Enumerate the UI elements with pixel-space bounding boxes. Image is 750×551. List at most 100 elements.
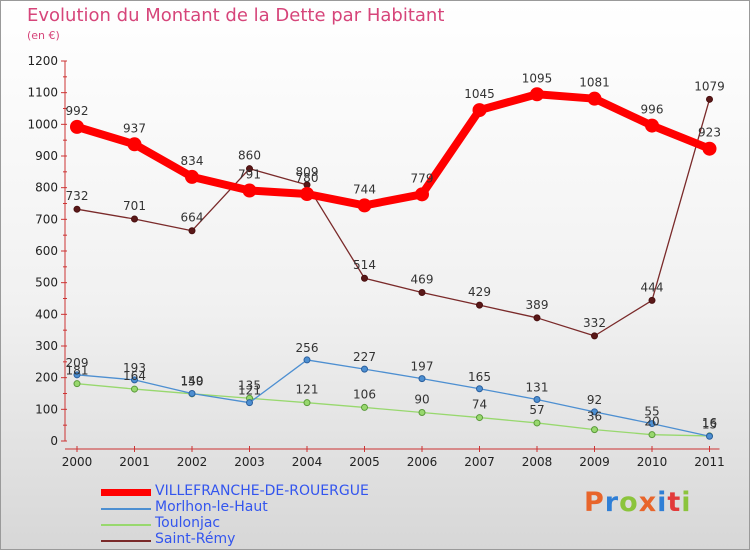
data-point bbox=[530, 87, 544, 102]
data-label: 834 bbox=[181, 154, 204, 168]
x-tick-label: 2003 bbox=[234, 455, 265, 469]
data-label: 149 bbox=[181, 374, 204, 388]
data-point bbox=[300, 187, 314, 201]
legend-swatch-toulonjac bbox=[101, 524, 151, 526]
data-point bbox=[706, 432, 713, 440]
data-label: 701 bbox=[123, 199, 146, 213]
data-point bbox=[591, 408, 598, 416]
data-point bbox=[73, 205, 81, 213]
series-line bbox=[76, 383, 710, 437]
x-tick-label: 2006 bbox=[407, 455, 438, 469]
data-point bbox=[706, 95, 713, 103]
data-point bbox=[591, 332, 598, 340]
data-label: 389 bbox=[526, 298, 549, 312]
data-label: 1079 bbox=[694, 79, 725, 93]
legend-swatch-morlhon bbox=[101, 508, 151, 510]
data-point bbox=[246, 399, 253, 407]
data-point bbox=[418, 409, 426, 416]
x-tick-label: 2009 bbox=[579, 455, 610, 469]
data-label: 664 bbox=[181, 211, 204, 225]
data-point bbox=[70, 119, 84, 134]
y-tick-label: 100 bbox=[35, 402, 58, 416]
logo-letter: x bbox=[638, 487, 658, 518]
data-point bbox=[131, 215, 138, 223]
data-label: 20 bbox=[644, 415, 659, 429]
data-label: 106 bbox=[353, 387, 376, 401]
data-label: 92 bbox=[587, 393, 602, 407]
x-tick-label: 2002 bbox=[177, 455, 208, 469]
data-label: 937 bbox=[123, 121, 146, 135]
data-label: 256 bbox=[296, 341, 319, 355]
data-point bbox=[648, 431, 656, 439]
x-tick-label: 2010 bbox=[637, 455, 668, 469]
axes: 0 100 200 300 400 500 600 700 800 900 1000 1100 1200… bbox=[27, 54, 724, 469]
chart-subtitle: (en €) bbox=[27, 29, 60, 42]
data-point bbox=[472, 103, 487, 118]
data-point bbox=[73, 371, 81, 379]
y-tick-label: 800 bbox=[35, 181, 58, 195]
y-tick-label: 900 bbox=[35, 149, 58, 163]
data-label: 469 bbox=[411, 272, 434, 286]
data-label: 121 bbox=[238, 384, 261, 398]
legend-swatch-saint-remy bbox=[101, 540, 151, 542]
data-point bbox=[648, 420, 656, 428]
series-0 bbox=[70, 87, 717, 213]
data-point bbox=[361, 365, 368, 373]
data-label: 181 bbox=[66, 364, 89, 378]
data-point bbox=[361, 274, 368, 282]
data-point bbox=[418, 375, 426, 383]
data-label: 780 bbox=[296, 171, 319, 185]
data-point bbox=[533, 314, 541, 322]
y-tick-label: 500 bbox=[35, 276, 58, 290]
proxiti-logo: Proxiti bbox=[584, 487, 692, 518]
data-point bbox=[131, 376, 138, 384]
data-point bbox=[357, 198, 372, 213]
series-line bbox=[76, 99, 711, 337]
data-label: 165 bbox=[468, 370, 491, 384]
data-point bbox=[242, 183, 257, 198]
data-label: 996 bbox=[641, 103, 664, 117]
data-label: 809 bbox=[296, 165, 319, 179]
plot-area: 732 701 664 860 809 514 469 429 389 332 444 1079 181… bbox=[66, 71, 725, 440]
data-label: 55 bbox=[644, 405, 659, 419]
data-point bbox=[418, 288, 426, 296]
data-point bbox=[127, 137, 142, 152]
data-point bbox=[415, 187, 429, 202]
data-label: 15 bbox=[702, 417, 717, 431]
data-point bbox=[188, 227, 196, 235]
data-label: 164 bbox=[123, 369, 146, 383]
data-point bbox=[303, 399, 311, 407]
data-label: 444 bbox=[641, 280, 664, 294]
data-label: 744 bbox=[353, 182, 376, 196]
series-1 bbox=[73, 356, 713, 440]
legend-label-morlhon: Morlhon-le-Haut bbox=[155, 499, 268, 515]
x-tick-label: 2011 bbox=[694, 455, 725, 469]
data-label: 135 bbox=[238, 378, 261, 392]
data-point bbox=[533, 396, 541, 404]
data-label: 992 bbox=[66, 104, 89, 118]
legend-label-saint-remy: Saint-Rémy bbox=[155, 531, 236, 547]
data-label: 514 bbox=[353, 258, 376, 272]
data-point bbox=[303, 356, 311, 364]
data-label: 74 bbox=[472, 398, 487, 412]
data-label: 227 bbox=[353, 350, 376, 364]
data-label: 193 bbox=[123, 361, 146, 375]
data-label: 90 bbox=[414, 393, 429, 407]
x-tick-label: 2001 bbox=[119, 455, 150, 469]
data-point bbox=[131, 385, 138, 393]
x-tick-label: 2005 bbox=[349, 455, 380, 469]
logo-letter: P bbox=[584, 487, 605, 518]
data-point bbox=[645, 118, 659, 133]
data-label: 36 bbox=[587, 410, 602, 424]
series-2 bbox=[73, 380, 713, 440]
logo-letter: r bbox=[604, 487, 620, 518]
y-tick-label: 200 bbox=[35, 371, 58, 385]
data-point bbox=[246, 165, 253, 173]
logo-letter: o bbox=[619, 487, 639, 518]
data-point bbox=[591, 426, 598, 434]
data-label: 332 bbox=[583, 316, 606, 330]
data-point bbox=[476, 414, 483, 422]
y-tick-label: 1100 bbox=[27, 86, 58, 100]
